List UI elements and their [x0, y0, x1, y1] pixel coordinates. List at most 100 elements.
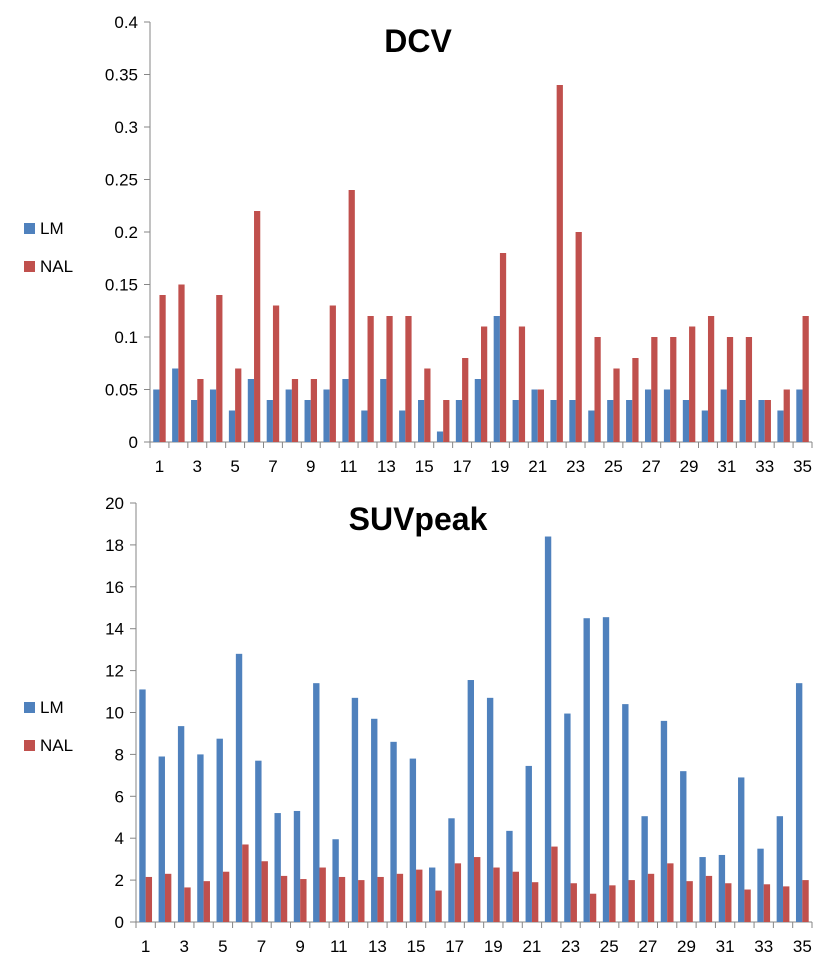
bar-lm-4	[197, 754, 204, 922]
x-tick-label: 19	[490, 457, 509, 476]
bar-lm-8	[274, 813, 281, 922]
bar-lm-28	[660, 720, 668, 922]
bar-nal-7	[261, 861, 268, 922]
bar-lm-7	[266, 400, 273, 442]
legend-swatch-lm	[24, 223, 35, 234]
bar-lm-27	[644, 389, 652, 442]
legend-label-nal: NAL	[40, 257, 73, 276]
bar-lm-29	[682, 400, 690, 442]
bar-nal-2	[178, 284, 185, 442]
bar-nal-31	[725, 883, 732, 922]
bar-lm-11	[342, 379, 349, 442]
bar-lm-5	[228, 410, 236, 442]
bar-nal-14	[405, 316, 412, 442]
x-tick-label: 11	[330, 937, 348, 956]
bar-nal-34	[783, 389, 790, 442]
bar-lm-16	[436, 431, 444, 442]
y-tick-label: 0.35	[105, 66, 138, 85]
bar-nal-27	[647, 873, 655, 922]
bar-nal-10	[329, 305, 336, 442]
bar-nal-20	[518, 326, 526, 442]
bar-nal-22	[556, 85, 563, 442]
legend-label-nal: NAL	[40, 736, 73, 755]
bar-nal-29	[689, 326, 696, 442]
bar-lm-33	[758, 400, 765, 442]
x-tick-label: 13	[368, 937, 387, 956]
bar-nal-29	[686, 881, 693, 922]
bar-nal-33	[763, 884, 771, 922]
bar-lm-27	[641, 816, 648, 922]
bar-lm-1	[153, 389, 160, 442]
legend-swatch-lm	[24, 702, 35, 713]
bar-nal-12	[358, 880, 365, 922]
bar-nal-19	[499, 253, 507, 442]
y-tick-label: 0.25	[105, 171, 138, 190]
x-tick-label: 1	[141, 937, 150, 956]
bar-lm-24	[588, 410, 595, 442]
chart-title: SUVpeak	[349, 501, 488, 537]
x-tick-label: 33	[754, 937, 773, 956]
y-tick-label: 2	[115, 871, 124, 890]
x-tick-label: 23	[566, 457, 585, 476]
x-tick-label: 15	[407, 937, 426, 956]
bar-nal-34	[783, 886, 790, 922]
y-tick-label: 0	[115, 913, 124, 932]
bar-lm-22	[544, 536, 552, 922]
x-tick-label: 5	[218, 937, 227, 956]
y-tick-label: 20	[105, 494, 124, 513]
bar-lm-13	[380, 379, 387, 442]
bar-nal-8	[280, 875, 288, 922]
bar-lm-10	[313, 683, 320, 922]
legend-swatch-nal	[24, 261, 35, 272]
bar-lm-8	[285, 389, 292, 442]
bar-nal-11	[338, 876, 346, 922]
bar-lm-17	[455, 400, 463, 442]
x-tick-label: 15	[415, 457, 434, 476]
bar-nal-12	[367, 316, 374, 442]
bar-nal-32	[744, 889, 751, 922]
bar-nal-6	[242, 844, 249, 922]
legend-label-lm: LM	[40, 698, 64, 717]
x-tick-label: 17	[445, 937, 464, 956]
bar-lm-31	[720, 389, 727, 442]
y-tick-label: 0.15	[105, 276, 138, 295]
x-tick-label: 31	[716, 937, 735, 956]
bar-lm-33	[757, 848, 764, 922]
bar-nal-33	[764, 400, 771, 442]
x-tick-label: 13	[377, 457, 396, 476]
bar-lm-31	[718, 854, 726, 922]
bar-nal-3	[197, 379, 204, 442]
x-tick-label: 35	[793, 457, 812, 476]
y-tick-label: 4	[115, 829, 124, 848]
bar-nal-35	[802, 316, 809, 442]
bar-lm-15	[418, 400, 425, 442]
bar-lm-4	[209, 389, 217, 442]
bar-nal-16	[435, 890, 442, 922]
x-tick-label: 29	[680, 457, 699, 476]
bar-nal-20	[512, 871, 520, 922]
x-tick-label: 33	[755, 457, 774, 476]
bar-nal-19	[493, 867, 500, 922]
bar-lm-6	[235, 653, 243, 922]
bar-lm-5	[216, 738, 223, 922]
bar-nal-18	[481, 326, 488, 442]
bar-lm-26	[622, 704, 629, 922]
x-tick-label: 17	[453, 457, 472, 476]
bar-lm-23	[564, 713, 571, 922]
bar-nal-7	[272, 305, 280, 442]
bar-nal-28	[667, 863, 674, 922]
bar-nal-13	[377, 876, 384, 922]
bar-lm-25	[607, 400, 614, 442]
bar-lm-35	[796, 389, 803, 442]
bar-lm-32	[738, 777, 745, 922]
bar-nal-14	[396, 873, 404, 922]
bar-lm-10	[323, 389, 330, 442]
bar-lm-14	[390, 741, 397, 922]
bar-lm-1	[139, 689, 146, 922]
bar-lm-2	[158, 756, 165, 922]
chart-0: 00.050.10.150.20.250.30.350.41 3 5 7 9 11 13 15…	[24, 13, 813, 476]
x-tick-label: 25	[604, 457, 623, 476]
bar-lm-20	[506, 830, 513, 922]
